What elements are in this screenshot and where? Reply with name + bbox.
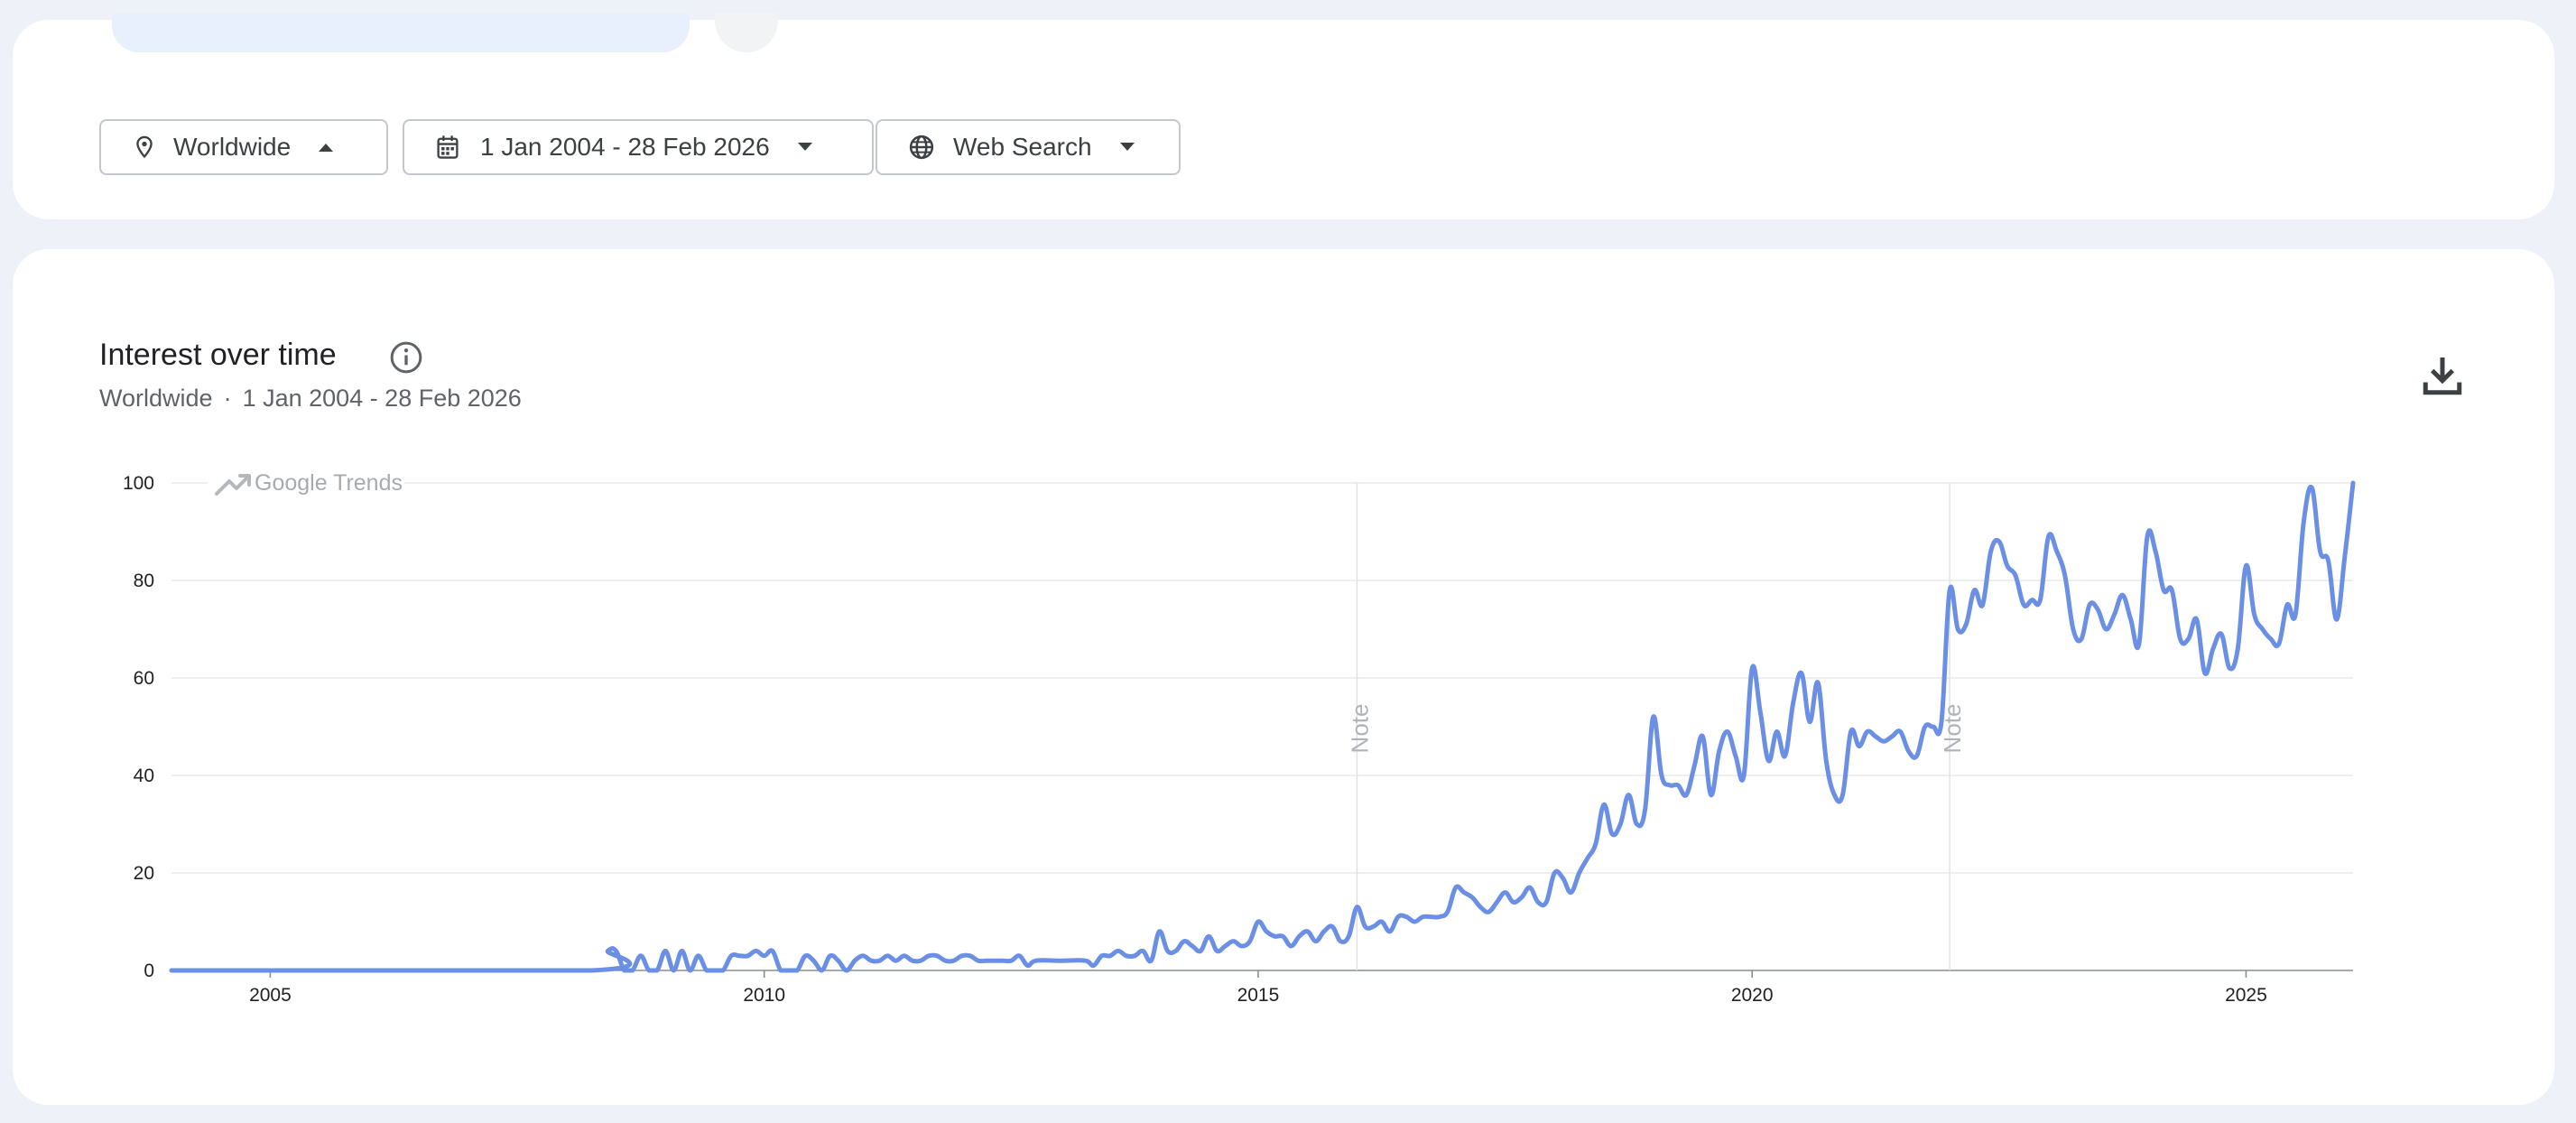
- panel-subtitle: Worldwide · 1 Jan 2004 - 28 Feb 2026: [99, 385, 522, 413]
- panel-title: Interest over time: [99, 338, 337, 372]
- subtitle-location: Worldwide: [99, 385, 213, 412]
- date-range-filter-button[interactable]: 1 Jan 2004 - 28 Feb 2026: [403, 119, 874, 175]
- download-icon[interactable]: [2415, 348, 2469, 403]
- caret-down-icon: [1119, 143, 1135, 151]
- series-line[interactable]: [169, 480, 2356, 973]
- caret-down-icon: [797, 143, 812, 151]
- location-filter-label: Worldwide: [173, 133, 292, 161]
- search-property-filter-label: Web Search: [953, 133, 1092, 161]
- subtitle-date-range: 1 Jan 2004 - 28 Feb 2026: [242, 385, 522, 412]
- search-property-filter-button[interactable]: Web Search: [876, 119, 1181, 175]
- location-filter-button[interactable]: Worldwide: [99, 119, 388, 175]
- subtitle-separator: ·: [223, 385, 232, 412]
- info-icon[interactable]: [388, 339, 424, 376]
- add-comparison-button[interactable]: [715, 13, 778, 52]
- caret-up-icon: [319, 144, 334, 152]
- globe-icon: [909, 135, 934, 160]
- location-pin-icon: [136, 135, 153, 159]
- date-range-filter-label: 1 Jan 2004 - 28 Feb 2026: [480, 133, 770, 161]
- interest-over-time-card: Interest over time Worldwide · 1 Jan 2004 …: [13, 249, 2554, 1105]
- search-term-chip[interactable]: [112, 13, 690, 52]
- calendar-icon: [437, 135, 459, 159]
- filter-card: Worldwide 1 Jan 2004 - 28 Feb 2026 Web S…: [13, 13, 2554, 219]
